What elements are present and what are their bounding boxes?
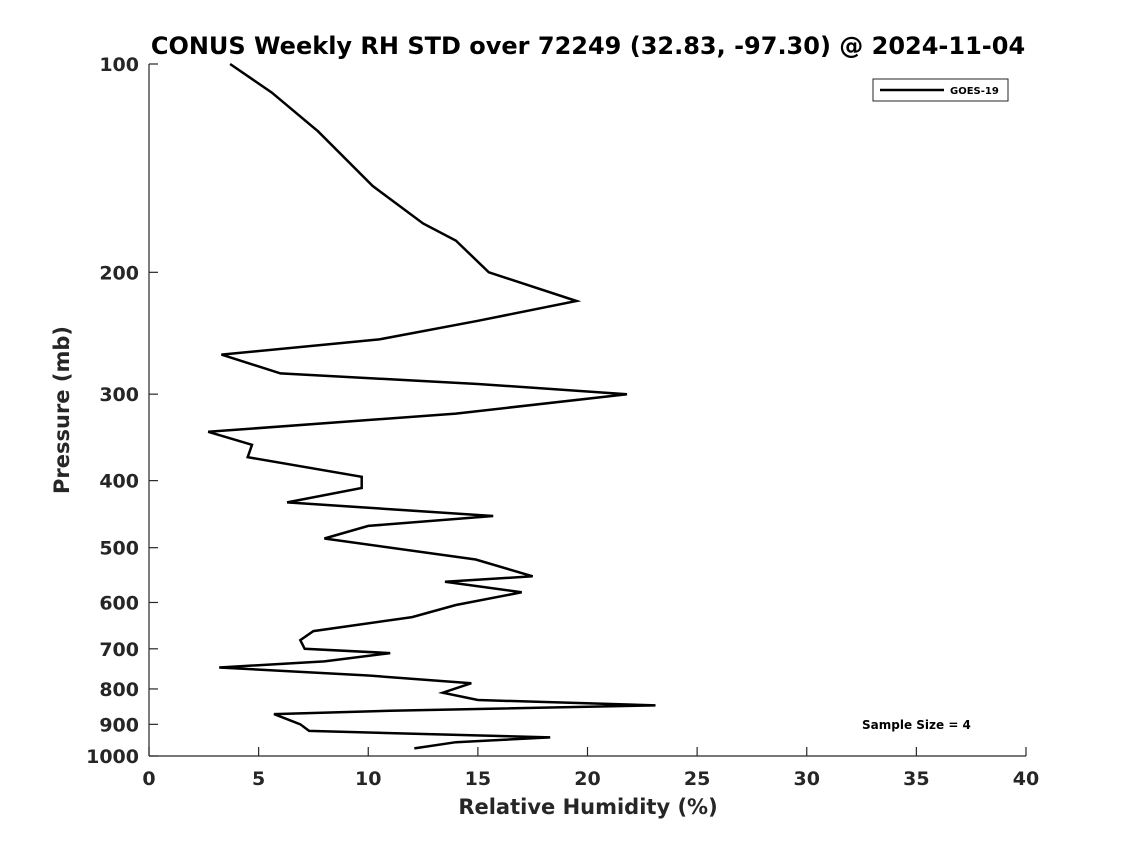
y-tick-label: 300 [99, 384, 139, 406]
y-tick-label: 1000 [86, 746, 139, 768]
chart-title: CONUS Weekly RH STD over 72249 (32.83, -… [151, 32, 1025, 60]
x-axis-ticks: 0 5 10 15 20 25 30 35 40 [142, 747, 1039, 790]
legend: GOES-19 [872, 78, 1009, 102]
x-tick-label: 0 [142, 768, 155, 790]
x-tick-label: 25 [684, 768, 710, 790]
y-tick-label: 100 [99, 54, 139, 76]
y-tick-label: 500 [99, 538, 139, 560]
y-tick-label: 800 [99, 679, 139, 701]
x-axis-label: Relative Humidity (%) [458, 795, 717, 819]
x-tick-label: 30 [794, 768, 820, 790]
sample-size-annotation: Sample Size = 4 [862, 718, 971, 732]
series-line-goes-19 [207, 62, 656, 750]
series-group [207, 62, 656, 750]
legend-label-goes-19: GOES-19 [950, 86, 999, 97]
y-tick-label: 600 [99, 592, 139, 614]
x-tick-label: 15 [465, 768, 491, 790]
y-tick-label: 700 [99, 639, 139, 661]
x-tick-label: 20 [574, 768, 600, 790]
x-tick-label: 35 [903, 768, 929, 790]
y-tick-label: 400 [99, 471, 139, 493]
axes [148, 64, 1026, 757]
x-tick-label: 5 [252, 768, 265, 790]
x-tick-label: 40 [1013, 768, 1039, 790]
x-tick-label: 10 [355, 768, 381, 790]
y-axis-ticks: 100 200 300 400 500 600 700 800 900 1000 [86, 54, 158, 768]
y-tick-label: 900 [99, 714, 139, 736]
y-tick-label: 200 [99, 262, 139, 284]
y-axis-label: Pressure (mb) [50, 326, 74, 494]
